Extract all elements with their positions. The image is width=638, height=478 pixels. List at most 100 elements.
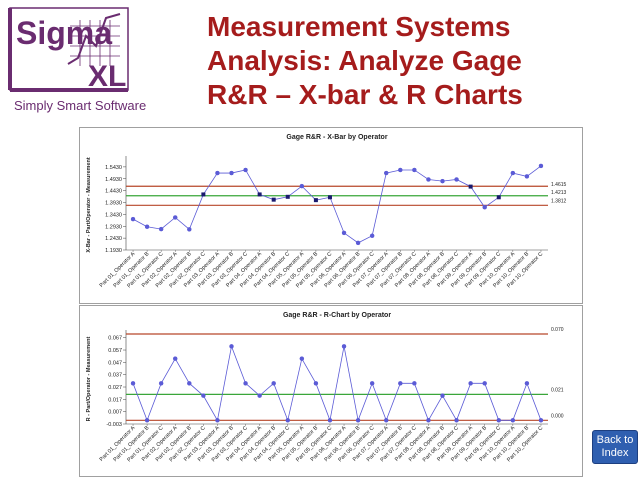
data-point bbox=[538, 418, 544, 423]
data-point bbox=[243, 167, 248, 173]
data-point bbox=[482, 381, 487, 386]
data-point bbox=[271, 197, 276, 202]
y-tick-label: 0.007 bbox=[108, 410, 122, 416]
y-tick-label: 1.4430 bbox=[105, 189, 122, 195]
back-label-line-2: Index bbox=[601, 447, 629, 459]
chart-title: Gage R&R - R-Chart by Operator bbox=[283, 312, 391, 319]
data-point bbox=[454, 177, 459, 182]
data-point bbox=[158, 226, 164, 232]
y-axis-label: R - Part/Operator - Measurement bbox=[86, 337, 92, 422]
data-point bbox=[257, 393, 262, 398]
data-point bbox=[215, 170, 220, 176]
y-tick-label: 1.2430 bbox=[105, 236, 122, 242]
data-point bbox=[229, 170, 234, 176]
data-point bbox=[327, 195, 332, 200]
control-limit-label-lcl: 1.3812 bbox=[551, 198, 567, 204]
r-chart: Gage R&R - R-Chart by Operator R - Part/O… bbox=[86, 312, 564, 463]
data-point bbox=[201, 393, 206, 398]
y-tick-label: 1.3930 bbox=[105, 201, 122, 207]
r-chart-panel: Gage R&R - R-Chart by Operator R - Part/O… bbox=[79, 305, 583, 477]
data-point bbox=[158, 381, 164, 386]
data-point bbox=[538, 163, 544, 169]
data-point bbox=[355, 240, 361, 246]
series-line bbox=[132, 344, 542, 422]
data-point bbox=[271, 381, 276, 386]
data-point bbox=[468, 184, 473, 189]
logo-sigma-text: Sigma bbox=[16, 15, 112, 51]
data-point bbox=[496, 195, 501, 200]
control-limit-label-center: 1.4213 bbox=[551, 190, 567, 196]
data-point bbox=[172, 356, 178, 361]
data-point bbox=[341, 344, 347, 349]
data-point bbox=[187, 227, 192, 232]
data-point bbox=[398, 167, 403, 173]
logo-tagline: Simply Smart Software bbox=[14, 98, 146, 113]
data-point bbox=[144, 224, 150, 229]
data-point bbox=[130, 381, 136, 386]
title-line-1: Measurement Systems bbox=[207, 11, 511, 42]
data-point bbox=[313, 198, 318, 203]
data-point bbox=[524, 174, 530, 179]
data-point bbox=[299, 356, 305, 361]
y-tick-label: 1.3430 bbox=[105, 212, 122, 218]
y-tick-label: 0.037 bbox=[108, 373, 122, 379]
data-point bbox=[510, 170, 516, 176]
y-tick-label: 0.017 bbox=[108, 397, 122, 403]
title-line-2: Analysis: Analyze Gage bbox=[207, 45, 522, 76]
data-point bbox=[285, 418, 291, 423]
data-point bbox=[144, 418, 150, 423]
data-point bbox=[355, 418, 361, 423]
data-point bbox=[454, 418, 459, 423]
data-point bbox=[229, 344, 234, 349]
back-to-index-button[interactable]: Back to Index bbox=[592, 430, 638, 464]
data-point bbox=[215, 418, 220, 423]
series-line bbox=[132, 165, 542, 244]
y-tick-label: -0.003 bbox=[106, 422, 122, 428]
data-point bbox=[468, 381, 473, 386]
data-point bbox=[440, 393, 445, 398]
data-point bbox=[496, 418, 502, 423]
data-point bbox=[412, 381, 417, 386]
control-limit-label-lcl: 0.000 bbox=[551, 413, 564, 419]
sigmaxl-logo: Sigma XL Simply Smart Software bbox=[8, 7, 146, 113]
data-point bbox=[187, 381, 192, 386]
y-tick-label: 0.067 bbox=[108, 336, 122, 342]
data-point bbox=[299, 183, 305, 189]
data-point bbox=[130, 216, 136, 222]
data-point bbox=[412, 167, 417, 173]
data-point bbox=[398, 381, 403, 386]
data-point bbox=[440, 178, 445, 184]
data-point bbox=[482, 205, 487, 210]
data-point bbox=[341, 230, 347, 236]
data-point bbox=[369, 381, 375, 386]
data-point bbox=[383, 418, 389, 423]
logo-xl-text: XL bbox=[88, 60, 126, 93]
data-point bbox=[510, 418, 516, 423]
control-limit-label-ucl: 0.070 bbox=[551, 327, 564, 333]
page-title: Measurement Systems Analysis: Analyze Ga… bbox=[207, 10, 627, 112]
data-point bbox=[172, 215, 178, 220]
data-point bbox=[426, 418, 431, 423]
data-point bbox=[426, 177, 431, 182]
y-tick-label: 0.027 bbox=[108, 385, 122, 391]
data-point bbox=[201, 192, 206, 197]
chart-title: Gage R&R - X-Bar by Operator bbox=[286, 134, 387, 141]
back-label-line-1: Back to bbox=[596, 434, 634, 446]
data-point bbox=[285, 194, 290, 199]
y-tick-label: 0.057 bbox=[108, 348, 122, 354]
data-point bbox=[383, 170, 389, 176]
xbar-chart: Gage R&R - X-Bar by Operator X-Bar - Part… bbox=[86, 134, 567, 289]
y-axis-label: X-Bar - Part/Operator - Measurement bbox=[86, 157, 92, 253]
control-limit-label-ucl: 1.4615 bbox=[551, 182, 567, 188]
control-limit-label-center: 0.021 bbox=[551, 387, 564, 393]
title-line-3: R&R – X-bar & R Charts bbox=[207, 79, 523, 110]
data-point bbox=[257, 192, 262, 197]
y-tick-label: 0.047 bbox=[108, 360, 122, 366]
data-point bbox=[243, 381, 248, 386]
y-tick-label: 1.4930 bbox=[105, 177, 122, 183]
y-tick-label: 1.5430 bbox=[105, 165, 122, 171]
data-point bbox=[313, 381, 319, 386]
data-point bbox=[369, 233, 375, 239]
y-tick-label: 1.2930 bbox=[105, 224, 122, 230]
